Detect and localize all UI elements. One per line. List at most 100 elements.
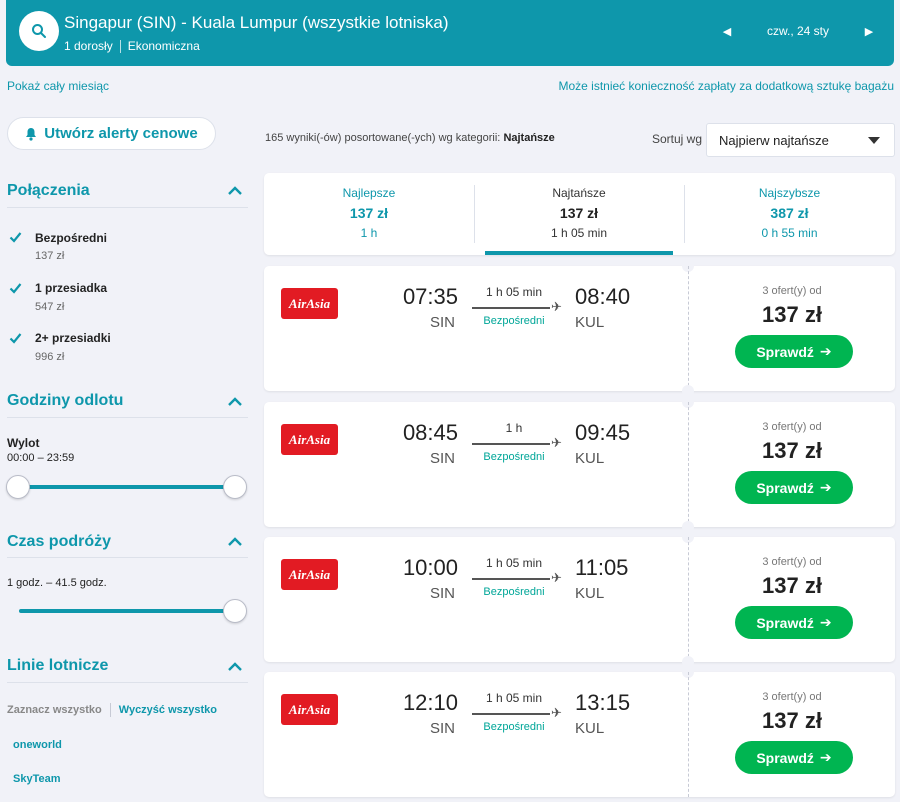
route-line — [472, 713, 550, 715]
airline-logo: AirAsia — [281, 288, 338, 319]
departure-time: 08:45 — [402, 420, 458, 445]
departure-slider-min-handle[interactable] — [6, 475, 30, 499]
plane-icon: ✈ — [551, 570, 562, 585]
checkbox-one-stop-icon[interactable] — [9, 282, 22, 294]
chevron-up-icon[interactable] — [227, 662, 243, 672]
duration-filter-title[interactable]: Czas podróży — [7, 533, 112, 550]
check-deal-button[interactable]: Sprawdź ➔ — [735, 606, 853, 639]
divider — [7, 682, 248, 683]
price-alert-button[interactable]: Utwórz alerty cenowe — [7, 117, 216, 150]
show-month-link[interactable]: Pokaż cały miesiąc — [7, 79, 110, 93]
flight-duration: 1 h 05 min — [485, 285, 543, 299]
plane-icon: ✈ — [551, 435, 562, 450]
passengers-count: 1 dorosły — [64, 39, 113, 53]
alliance-oneworld[interactable]: oneworld — [13, 739, 62, 751]
offers-count: 3 ofert(y) od — [762, 556, 822, 568]
departure-time: 07:35 — [402, 284, 458, 309]
tab-cheapest[interactable]: Najtańsze 137 zł 1 h 05 min — [474, 173, 684, 255]
results-sort-category: Najtańsze — [503, 132, 555, 144]
chevron-up-icon[interactable] — [227, 397, 243, 407]
baggage-fee-link[interactable]: Może istnieć konieczność zapłaty za doda… — [558, 79, 894, 93]
next-day-icon[interactable]: ▶ — [864, 25, 874, 38]
trip-details[interactable]: 1 dorosły Ekonomiczna — [64, 39, 200, 53]
alliance-skyteam[interactable]: SkyTeam — [13, 773, 61, 785]
ticket-notch — [682, 385, 694, 397]
ticket-divider — [688, 537, 689, 662]
plane-icon: ✈ — [551, 705, 562, 720]
route-line — [472, 307, 550, 309]
tab-fastest[interactable]: Najszybsze 387 zł 0 h 55 min — [684, 173, 895, 255]
stop-option-one-stop[interactable]: 1 przesiadka — [35, 281, 108, 295]
arrival-airport: KUL — [575, 450, 605, 467]
departure-slider-track[interactable] — [19, 485, 236, 489]
connections-filter-title[interactable]: Połączenia — [7, 182, 90, 199]
tab-fastest-label: Najszybsze — [758, 186, 821, 200]
departure-range: 00:00 – 23:59 — [7, 452, 75, 464]
checkbox-direct-icon[interactable] — [9, 231, 22, 243]
arrival-time: 08:40 — [575, 284, 631, 309]
departure-time: 12:10 — [402, 690, 458, 715]
arrival-airport: KUL — [575, 585, 605, 602]
airline-logo: AirAsia — [281, 559, 338, 590]
check-deal-label: Sprawdź — [756, 614, 814, 631]
active-tab-indicator — [485, 251, 673, 255]
flight-card[interactable]: AirAsia 08:45 SIN 1 h ✈ Bezpośredni 09:4… — [264, 396, 895, 533]
arrow-right-icon: ➔ — [819, 614, 832, 630]
airlines-filter-title[interactable]: Linie lotnicze — [7, 657, 109, 674]
flight-card[interactable]: AirAsia 07:35 SIN 1 h 05 min ✈ Bezpośred… — [264, 260, 895, 397]
departure-airport: SIN — [429, 450, 455, 467]
bell-icon — [26, 127, 37, 141]
ticket-divider — [688, 266, 689, 391]
airline-logo: AirAsia — [281, 424, 338, 455]
sort-dropdown[interactable]: Najpierw najtańsze — [706, 123, 895, 157]
route-title[interactable]: Singapur (SIN) - Kuala Lumpur (wszystkie… — [64, 13, 449, 32]
tab-fastest-price: 387 zł — [770, 205, 809, 221]
tab-cheapest-price: 137 zł — [559, 205, 599, 221]
check-deal-label: Sprawdź — [756, 343, 814, 360]
stop-option-direct[interactable]: Bezpośredni — [35, 231, 108, 245]
arrow-right-icon: ➔ — [819, 749, 832, 765]
duration-slider-track[interactable] — [19, 609, 236, 613]
search-summary-bar: Singapur (SIN) - Kuala Lumpur (wszystkie… — [6, 0, 894, 66]
tab-fastest-duration: 0 h 55 min — [761, 226, 818, 240]
flight-card[interactable]: AirAsia 12:10 SIN 1 h 05 min ✈ Bezpośred… — [264, 666, 895, 797]
previous-day-icon[interactable]: ◀ — [722, 25, 732, 38]
ticket-divider — [688, 672, 689, 797]
stops-info: Bezpośredni — [483, 586, 545, 598]
flight-duration: 1 h 05 min — [485, 691, 543, 705]
clear-all-link[interactable]: Wyczyść wszystko — [118, 704, 218, 716]
flight-price: 137 zł — [762, 573, 822, 598]
ticket-divider — [688, 402, 689, 527]
flight-price: 137 zł — [762, 438, 822, 463]
results-count-text: 165 wyniki(-ów) posortowane(-ych) wg kat… — [265, 132, 501, 144]
separator — [119, 39, 121, 53]
stop-option-two-plus[interactable]: 2+ przesiadki — [35, 331, 111, 345]
stops-info: Bezpośredni — [483, 451, 545, 463]
check-deal-button[interactable]: Sprawdź ➔ — [735, 741, 853, 774]
search-button[interactable] — [19, 11, 59, 51]
chevron-up-icon[interactable] — [227, 537, 243, 547]
divider — [684, 185, 685, 243]
tab-cheapest-label: Najtańsze — [552, 186, 606, 200]
check-deal-button[interactable]: Sprawdź ➔ — [735, 471, 853, 504]
check-deal-label: Sprawdź — [756, 479, 814, 496]
checkbox-two-plus-stops-icon[interactable] — [9, 332, 22, 344]
airline-selection-links: Zaznacz wszystko Wyczyść wszystko — [7, 703, 217, 717]
departure-filter-title[interactable]: Godziny odlotu — [7, 392, 124, 409]
chevron-up-icon[interactable] — [227, 186, 243, 196]
sort-tabs: Najlepsze 137 zł 1 h Najtańsze 137 zł 1 … — [264, 173, 895, 255]
select-all-link[interactable]: Zaznacz wszystko — [7, 704, 102, 716]
airline-logo: AirAsia — [281, 694, 338, 725]
tab-best[interactable]: Najlepsze 137 zł 1 h — [264, 173, 474, 255]
duration-slider-handle[interactable] — [223, 599, 247, 623]
stops-info: Bezpośredni — [483, 721, 545, 733]
offers-count: 3 ofert(y) od — [762, 421, 822, 433]
selected-date[interactable]: czw., 24 sty — [766, 24, 830, 38]
departure-slider-max-handle[interactable] — [223, 475, 247, 499]
sort-label: Sortuj wg — [652, 132, 703, 146]
check-deal-button[interactable]: Sprawdź ➔ — [735, 335, 853, 368]
price-alert-label: Utwórz alerty cenowe — [44, 125, 198, 142]
route-line — [472, 443, 550, 445]
flight-card[interactable]: AirAsia 10:00 SIN 1 h 05 min ✈ Bezpośred… — [264, 531, 895, 668]
departure-airport: SIN — [429, 585, 455, 602]
